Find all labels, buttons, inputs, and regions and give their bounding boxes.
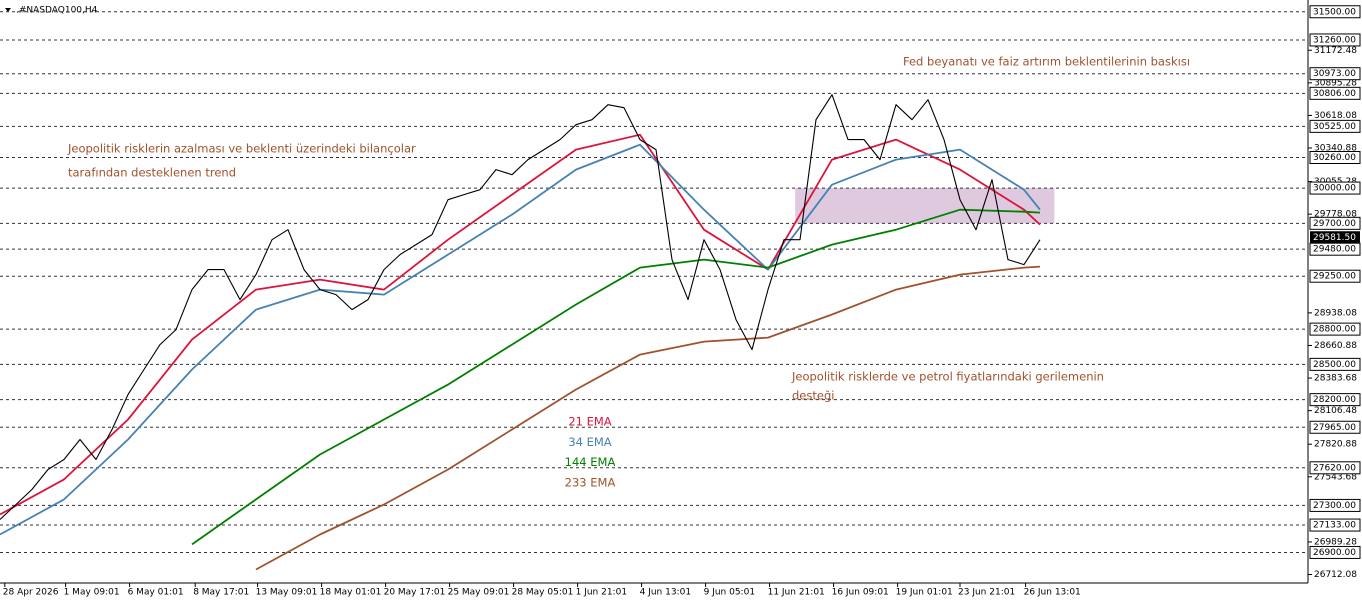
level-box (1309, 216, 1361, 230)
last-price-box (1310, 231, 1360, 244)
level-box (1309, 269, 1361, 283)
level-label: 30973.00 (1313, 69, 1356, 79)
level-label: 29250.00 (1313, 272, 1356, 282)
level-label: 27300.00 (1313, 501, 1356, 511)
x-tick-label: 28 May 05:01 (512, 588, 574, 598)
y-tick-label: 28938.08 (1314, 308, 1357, 318)
level-label: 31260.00 (1313, 35, 1356, 45)
menu-icon[interactable] (5, 8, 11, 12)
level-label: 26900.00 (1313, 548, 1356, 558)
level-label: 30525.00 (1313, 122, 1356, 132)
x-tick-label: 26 Jun 13:01 (1024, 588, 1081, 598)
y-tick-label: 28660.88 (1314, 341, 1357, 351)
x-tick-label: 13 May 09:01 (256, 588, 318, 598)
annotation: Fed beyanatı ve faiz artırım beklentiler… (903, 55, 1190, 69)
level-box (1309, 5, 1361, 19)
level-box (1309, 461, 1361, 475)
y-tick-label: 31172.48 (1314, 46, 1357, 56)
x-tick-label: 4 Jun 13:01 (640, 588, 691, 598)
level-box (1309, 181, 1361, 195)
y-tick-label: 29778.08 (1314, 210, 1357, 220)
y-tick-label: 30895.28 (1314, 78, 1357, 88)
x-tick-label: 16 Jun 09:01 (832, 588, 889, 598)
y-tick-label: 28106.48 (1314, 406, 1357, 416)
y-tick-label: 30340.88 (1314, 143, 1357, 153)
ema-line (191, 208, 1041, 546)
legend-entry: 21 EMA (568, 415, 611, 429)
chart-title: .#NASDAQ100,H4 (16, 6, 98, 16)
level-label: 29700.00 (1313, 219, 1356, 229)
y-tick-label: 28383.68 (1314, 374, 1357, 384)
ema-line (0, 143, 1041, 536)
level-box (1309, 498, 1361, 512)
annotation: tarafından desteklenen trend (68, 166, 236, 180)
y-tick-label: 26989.28 (1314, 537, 1357, 547)
x-tick-label: 1 May 09:01 (64, 588, 120, 598)
ema-line (0, 133, 1041, 516)
annotation: Jeopolitik risklerin azalması ve beklent… (67, 142, 416, 156)
level-box (1309, 322, 1361, 336)
y-tick-label: 27543.68 (1314, 472, 1357, 482)
x-tick-label: 20 May 17:01 (384, 588, 446, 598)
level-label: 31500.00 (1313, 7, 1356, 17)
level-label: 28200.00 (1313, 395, 1356, 405)
level-box (1309, 518, 1361, 532)
level-label: 29480.00 (1313, 245, 1356, 255)
x-tick-label: 1 Jun 21:01 (576, 588, 627, 598)
x-tick-label: 28 Apr 2026 (3, 588, 59, 598)
x-tick-label: 6 May 01:01 (128, 588, 184, 598)
x-tick-label: 19 Jun 01:01 (896, 588, 953, 598)
level-box (1309, 393, 1361, 407)
level-label: 28500.00 (1313, 360, 1356, 370)
annotation: Jeopolitik risklerde ve petrol fiyatları… (791, 370, 1104, 384)
legend-entry: 34 EMA (568, 435, 611, 449)
level-box (1309, 33, 1361, 47)
ema-line (255, 265, 1041, 571)
y-tick-label: 27820.88 (1314, 440, 1357, 450)
y-tick-label: 30618.08 (1314, 111, 1357, 121)
x-tick-label: 18 May 01:01 (320, 588, 382, 598)
level-box (1309, 86, 1361, 100)
x-tick-label: 8 May 17:01 (193, 588, 249, 598)
level-box (1309, 119, 1361, 133)
level-box (1309, 545, 1361, 559)
x-tick-label: 11 Jun 21:01 (768, 588, 825, 598)
last-price-label: 29581.50 (1313, 233, 1356, 243)
level-box (1309, 67, 1361, 81)
level-box (1309, 357, 1361, 371)
y-tick-label: 26712.08 (1314, 570, 1357, 580)
annotation: desteği (792, 389, 834, 403)
legend-entry: 144 EMA (565, 455, 616, 469)
legend-entry: 233 EMA (565, 475, 616, 489)
level-label: 27133.00 (1313, 521, 1356, 531)
level-label: 28800.00 (1313, 325, 1356, 335)
price-line (0, 94, 1041, 520)
level-label: 27620.00 (1313, 463, 1356, 473)
zone (795, 188, 1055, 224)
x-tick-label: 23 Jun 21:01 (958, 588, 1015, 598)
x-tick-label: 9 Jun 05:01 (704, 588, 755, 598)
level-label: 30806.00 (1313, 89, 1356, 99)
level-box (1309, 420, 1361, 434)
level-box (1309, 151, 1361, 165)
level-label: 30260.00 (1313, 153, 1356, 163)
x-tick-label: 25 May 09:01 (448, 588, 510, 598)
level-label: 27965.00 (1313, 423, 1356, 433)
level-label: 30000.00 (1313, 184, 1356, 194)
